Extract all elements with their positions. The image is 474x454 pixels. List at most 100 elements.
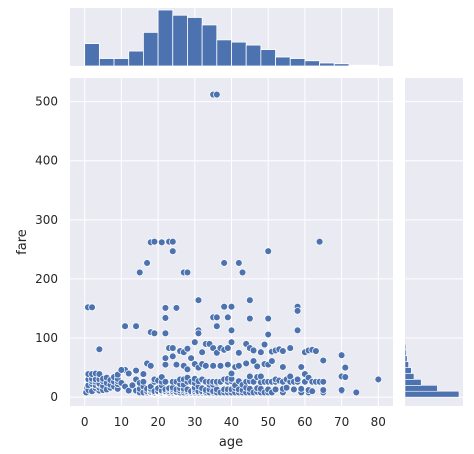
scatter-point (124, 386, 133, 395)
top-histogram-bar (187, 17, 203, 67)
scatter-point (337, 386, 346, 394)
y-tick-label: 0 (50, 390, 58, 404)
right-histogram-bar (404, 361, 409, 368)
scatter-point (169, 344, 177, 352)
scatter-point (249, 346, 258, 355)
y-tick-labels: 0 100 200 300 400 500 (35, 95, 58, 404)
scatter-point (216, 362, 225, 370)
top-histogram-bar (260, 49, 276, 67)
right-marginal-background (405, 78, 463, 406)
right-histogram-bar (404, 390, 460, 398)
top-histogram-bar (201, 24, 218, 67)
scatter-point (242, 359, 250, 368)
scatter-point (121, 322, 129, 330)
scatter-point (293, 326, 302, 335)
scatter-point (183, 268, 192, 277)
scatter-point (161, 360, 170, 369)
scatter-point (191, 338, 199, 346)
scatter-point (187, 354, 195, 362)
scatter-point (213, 322, 221, 330)
top-histogram-bar (363, 64, 379, 67)
top-histogram-bar (333, 63, 350, 67)
scatter-points (82, 90, 383, 397)
scatter-point (319, 356, 328, 365)
scatter-point (246, 372, 254, 381)
scatter-point (235, 349, 243, 357)
scatter-point (341, 363, 350, 372)
x-tick-label: 40 (224, 415, 239, 429)
scatter-point (88, 303, 96, 312)
scatter-point (161, 354, 170, 362)
scatter-point (150, 237, 159, 246)
x-tick-label: 10 (114, 415, 129, 429)
scatter-point (194, 296, 203, 304)
scatter-point (227, 369, 236, 378)
y-tick-label: 200 (35, 272, 58, 286)
scatter-point (260, 340, 269, 349)
top-histogram-bar (231, 41, 247, 67)
scatter-point (224, 360, 232, 369)
scatter-point (183, 365, 192, 374)
x-tick-label: 0 (81, 415, 89, 429)
scatter-point (319, 378, 328, 386)
scatter-point (169, 237, 177, 246)
scatter-point (124, 369, 133, 378)
top-histogram-bar (143, 32, 159, 67)
scatter-point (227, 326, 236, 335)
scatter-point (139, 370, 148, 378)
scatter-point (227, 302, 236, 311)
x-tick-label: 50 (261, 415, 276, 429)
scatter-point (202, 362, 210, 370)
scatter-gridlines (70, 78, 393, 406)
scatter-point (297, 385, 305, 393)
top-histogram-bar (348, 64, 365, 67)
scatter-point (150, 329, 159, 338)
top-marginal-histogram (84, 9, 379, 67)
y-tick-label: 300 (35, 213, 58, 227)
scatter-point (220, 302, 228, 311)
scatter-point (128, 381, 137, 390)
scatter-point (147, 362, 155, 370)
scatter-point (158, 238, 166, 247)
scatter-point (315, 237, 324, 246)
right-histogram-bar (404, 379, 422, 386)
scatter-point (341, 373, 350, 381)
x-axis-label: age (219, 435, 243, 450)
scatter-point (257, 348, 265, 356)
right-histogram-bar (404, 343, 407, 351)
scatter-point (246, 314, 254, 323)
top-histogram-bar (319, 62, 335, 67)
scatter-point (279, 363, 287, 371)
scatter-point (264, 247, 272, 255)
scatter-point (95, 345, 104, 354)
scatter-point (374, 375, 383, 384)
scatter-point (235, 259, 243, 267)
x-tick-label: 70 (334, 415, 349, 429)
scatter-point (169, 247, 177, 255)
scatter-point (194, 329, 203, 338)
right-histogram-bar (404, 385, 438, 392)
scatter-point (264, 314, 272, 323)
top-histogram-bar (98, 58, 115, 67)
scatter-point (172, 360, 181, 369)
scatter-point (209, 362, 217, 370)
x-tick-label: 60 (297, 415, 312, 429)
top-histogram-bar (113, 58, 130, 67)
top-histogram-bar (157, 9, 174, 67)
scatter-point (198, 348, 206, 356)
scatter-point (135, 268, 144, 277)
right-marginal-histogram (404, 337, 460, 398)
scatter-point (213, 313, 221, 322)
scatter-point (220, 259, 228, 267)
scatter-point (143, 259, 151, 267)
scatter-point (337, 351, 346, 359)
scatter-point (319, 386, 328, 394)
scatter-point (246, 296, 254, 304)
right-histogram-bar (404, 367, 412, 374)
scatter-point (227, 338, 236, 346)
y-tick-label: 100 (35, 331, 58, 345)
y-axis-label: fare (15, 229, 30, 255)
right-histogram-bar (404, 355, 408, 362)
top-histogram-bar (245, 44, 262, 67)
